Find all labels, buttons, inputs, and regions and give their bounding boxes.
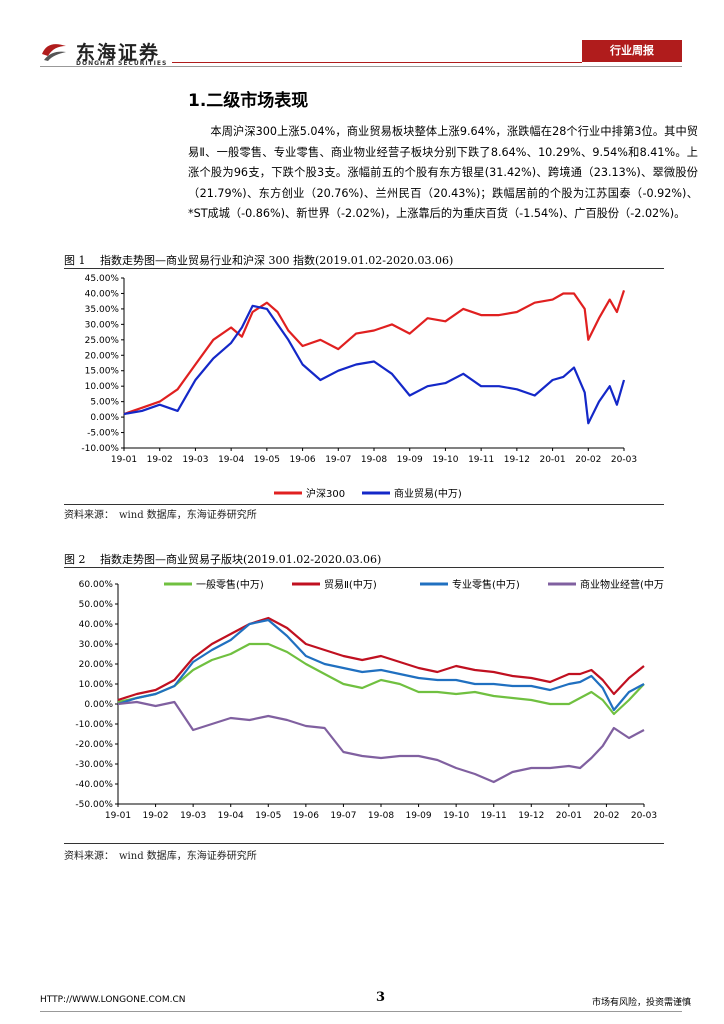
y-tick-label: 0.00% bbox=[90, 413, 119, 423]
y-tick-label: 50.00% bbox=[79, 600, 114, 610]
figure2-bottom-rule bbox=[64, 843, 664, 844]
header-gray-rule bbox=[40, 66, 682, 67]
x-tick-label: 19-02 bbox=[142, 811, 168, 821]
x-tick-label: 20-01 bbox=[556, 811, 582, 821]
footer-rule bbox=[40, 1011, 682, 1012]
x-tick-label: 19-11 bbox=[468, 455, 494, 465]
x-tick-label: 19-01 bbox=[111, 455, 137, 465]
report-type-tag: 行业周报 bbox=[582, 40, 682, 62]
paragraph-text: 本周沪深300上涨5.04%，商业贸易板块整体上涨9.64%，涨跌幅在28个行业… bbox=[188, 125, 698, 220]
y-tick-label: 30.00% bbox=[85, 320, 120, 330]
y-tick-label: 15.00% bbox=[85, 367, 120, 377]
legend-label: 贸易Ⅱ(中万) bbox=[324, 578, 377, 591]
x-tick-label: 19-03 bbox=[182, 455, 208, 465]
series-line bbox=[123, 290, 626, 416]
legend-label: 沪深300 bbox=[306, 487, 345, 500]
y-tick-label: 20.00% bbox=[79, 660, 114, 670]
section-title: 1.二级市场表现 bbox=[188, 91, 309, 111]
y-tick-label: 40.00% bbox=[85, 289, 120, 299]
figure1-bottom-rule bbox=[64, 504, 664, 505]
y-tick-label: 45.00% bbox=[85, 274, 120, 284]
y-tick-label: -10.00% bbox=[81, 444, 119, 454]
legend-label: 商业物业经营(中万) bbox=[580, 578, 664, 591]
y-tick-label: -50.00% bbox=[75, 800, 113, 810]
x-tick-label: 19-03 bbox=[180, 811, 206, 821]
y-tick-label: -30.00% bbox=[75, 760, 113, 770]
legend-label: 一般零售(中万) bbox=[196, 578, 264, 591]
section-paragraph: 本周沪深300上涨5.04%，商业贸易板块整体上涨9.64%，涨跌幅在28个行业… bbox=[188, 122, 698, 225]
x-tick-label: 19-06 bbox=[293, 811, 319, 821]
risk-notice: 市场有风险，投资需谨慎 bbox=[592, 998, 692, 1008]
series-line bbox=[117, 618, 645, 712]
footer-url[interactable]: HTTP://WWW.LONGONE.COM.CN bbox=[40, 995, 186, 1005]
y-tick-label: 60.00% bbox=[79, 580, 114, 590]
x-tick-label: 19-04 bbox=[218, 811, 244, 821]
y-tick-label: 10.00% bbox=[79, 680, 114, 690]
y-tick-label: -40.00% bbox=[75, 780, 113, 790]
x-tick-label: 19-10 bbox=[432, 455, 458, 465]
figure1-chart: -10.00% -5.00% 0.00% 5.00% 10.00% 15.00% 20.00… bbox=[81, 274, 637, 500]
y-tick-label: 5.00% bbox=[90, 398, 119, 408]
x-tick-label: 19-08 bbox=[368, 811, 394, 821]
y-tick-label: 10.00% bbox=[85, 382, 120, 392]
x-tick-label: 19-05 bbox=[254, 455, 280, 465]
x-tick-label: 19-09 bbox=[405, 811, 431, 821]
x-tick-label: 19-10 bbox=[443, 811, 469, 821]
header-red-rule bbox=[172, 62, 582, 63]
logo-english-name: DONGHAI SECURITIES bbox=[76, 60, 168, 67]
y-tick-label: 35.00% bbox=[85, 305, 120, 315]
figure2-top-rule bbox=[64, 567, 664, 568]
y-tick-label: 25.00% bbox=[85, 336, 120, 346]
figure2-chart: -50.00% -40.00% -30.00% -20.00% -10.00% 0.00%… bbox=[75, 578, 664, 821]
x-tick-label: 19-09 bbox=[397, 455, 423, 465]
x-tick-label: 19-05 bbox=[255, 811, 281, 821]
x-tick-label: 19-07 bbox=[325, 455, 351, 465]
figure1-source: 资料来源： wind 数据库，东海证券研究所 bbox=[64, 510, 257, 521]
x-tick-label: 20-01 bbox=[539, 455, 565, 465]
series-line bbox=[123, 304, 626, 425]
page-number: 3 bbox=[376, 990, 386, 1005]
y-tick-label: 20.00% bbox=[85, 351, 120, 361]
y-tick-label: 40.00% bbox=[79, 620, 114, 630]
legend-label: 专业零售(中万) bbox=[452, 578, 520, 591]
donghai-logo-icon bbox=[42, 44, 66, 61]
y-tick-label: 0.00% bbox=[84, 700, 113, 710]
x-tick-label: 19-12 bbox=[504, 455, 530, 465]
y-tick-label: -5.00% bbox=[87, 429, 119, 439]
x-tick-label: 20-03 bbox=[631, 811, 657, 821]
figure2-caption: 图 2 指数走势图—商业贸易子版块(2019.01.02-2020.03.06) bbox=[64, 553, 382, 566]
y-tick-label: -20.00% bbox=[75, 740, 113, 750]
series-line bbox=[117, 616, 645, 702]
x-tick-label: 20-02 bbox=[575, 455, 601, 465]
x-tick-label: 19-12 bbox=[518, 811, 544, 821]
x-tick-label: 19-06 bbox=[289, 455, 315, 465]
y-tick-label: 30.00% bbox=[79, 640, 114, 650]
series-line bbox=[117, 700, 645, 784]
x-tick-label: 19-07 bbox=[330, 811, 356, 821]
legend-label: 商业贸易(中万) bbox=[394, 487, 462, 500]
figure2-source: 资料来源： wind 数据库，东海证券研究所 bbox=[64, 851, 257, 862]
x-tick-label: 19-11 bbox=[481, 811, 507, 821]
figure1-caption: 图 1 指数走势图—商业贸易行业和沪深 300 指数(2019.01.02-20… bbox=[64, 254, 454, 267]
x-tick-label: 20-02 bbox=[593, 811, 619, 821]
x-tick-label: 20-03 bbox=[611, 455, 637, 465]
x-tick-label: 19-02 bbox=[147, 455, 173, 465]
x-tick-label: 19-04 bbox=[218, 455, 244, 465]
y-tick-label: -10.00% bbox=[75, 720, 113, 730]
logo-chinese-name: 东海证券 bbox=[76, 42, 161, 64]
series-line bbox=[117, 642, 645, 716]
figure1-top-rule bbox=[64, 268, 664, 269]
x-tick-label: 19-01 bbox=[105, 811, 131, 821]
x-tick-label: 19-08 bbox=[361, 455, 387, 465]
